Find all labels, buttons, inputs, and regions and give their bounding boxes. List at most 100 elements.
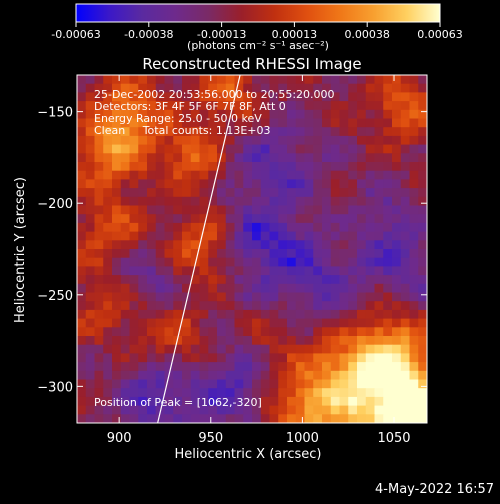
heatmap-cell <box>313 179 323 189</box>
heatmap-cell <box>112 344 122 354</box>
heatmap-cell <box>199 162 209 172</box>
heatmap-cell <box>77 379 87 389</box>
heatmap-cell <box>103 205 113 215</box>
heatmap-cell <box>374 196 384 206</box>
heatmap-cell <box>85 170 95 180</box>
heatmap-cell <box>164 379 174 389</box>
heatmap-cell <box>225 170 235 180</box>
heatmap-cell <box>208 405 218 415</box>
heatmap-cell <box>392 205 402 215</box>
heatmap-cell <box>120 370 130 380</box>
heatmap-cell <box>164 353 174 363</box>
heatmap-cell <box>269 127 279 137</box>
heatmap-cell <box>330 92 340 102</box>
heatmap-cell <box>225 135 235 145</box>
heatmap-cell <box>269 370 279 380</box>
heatmap-cell <box>392 101 402 111</box>
heatmap-cell <box>365 153 375 163</box>
heatmap-cell <box>103 83 113 93</box>
heatmap-cell <box>278 257 288 267</box>
heatmap-cell <box>94 353 104 363</box>
heatmap-cell <box>147 240 157 250</box>
heatmap-cell <box>138 135 148 145</box>
heatmap-cell <box>322 353 332 363</box>
heatmap-cell <box>365 162 375 172</box>
heatmap-cell <box>269 101 279 111</box>
heatmap-cell <box>85 292 95 302</box>
heatmap-cell <box>287 153 297 163</box>
heatmap-cell <box>348 170 358 180</box>
heatmap-cell <box>85 414 95 423</box>
heatmap-cell <box>400 240 410 250</box>
heatmap-cell <box>112 318 122 328</box>
heatmap-cell <box>217 405 227 415</box>
heatmap-cell <box>357 396 367 406</box>
heatmap-cell <box>322 405 332 415</box>
heatmap-cell <box>234 327 244 337</box>
heatmap-cell <box>357 92 367 102</box>
heatmap-cell <box>357 249 367 259</box>
heatmap-cell <box>164 240 174 250</box>
heatmap-cell <box>269 75 279 85</box>
heatmap-cell <box>182 188 192 198</box>
heatmap-cell <box>217 318 227 328</box>
heatmap-cell <box>147 135 157 145</box>
heatmap-cell <box>155 301 165 311</box>
heatmap-cell <box>120 266 130 276</box>
heatmap-cell <box>357 327 367 337</box>
heatmap-cell <box>260 196 270 206</box>
heatmap-cell <box>400 301 410 311</box>
heatmap-cell <box>252 344 262 354</box>
heatmap-cell <box>129 283 139 293</box>
heatmap-cell <box>278 362 288 372</box>
heatmap-cell <box>85 179 95 189</box>
heatmap-cell <box>330 83 340 93</box>
heatmap-cell <box>94 144 104 154</box>
heatmap-cell <box>304 240 314 250</box>
heatmap-cell <box>190 75 200 85</box>
heatmap-cell <box>409 318 419 328</box>
heatmap-cell <box>287 179 297 189</box>
heatmap-cell <box>383 205 393 215</box>
heatmap-cell <box>339 396 349 406</box>
heatmap-cell <box>182 257 192 267</box>
heatmap-cell <box>260 170 270 180</box>
heatmap-cell <box>182 318 192 328</box>
heatmap-cell <box>348 370 358 380</box>
heatmap-cell <box>155 353 165 363</box>
heatmap-cell <box>85 101 95 111</box>
heatmap-cell <box>374 388 384 398</box>
heatmap-cell <box>147 414 157 423</box>
heatmap-cell <box>409 327 419 337</box>
heatmap-cell <box>182 301 192 311</box>
heatmap-cell <box>147 388 157 398</box>
heatmap-cell <box>400 344 410 354</box>
heatmap-cell <box>199 301 209 311</box>
heatmap-cell <box>208 92 218 102</box>
heatmap-cell <box>138 109 148 119</box>
heatmap-cell <box>120 231 130 241</box>
heatmap-cell <box>164 396 174 406</box>
heatmap-cell <box>103 336 113 346</box>
heatmap-cell <box>418 75 427 85</box>
heatmap-cell <box>85 301 95 311</box>
heatmap-cell <box>295 162 305 172</box>
heatmap-cell <box>155 362 165 372</box>
heatmap-cell <box>278 370 288 380</box>
heatmap-cell <box>252 301 262 311</box>
heatmap-cell <box>155 257 165 267</box>
heatmap-cell <box>112 240 122 250</box>
heatmap-cell <box>392 144 402 154</box>
heatmap-cell <box>94 240 104 250</box>
heatmap-cell <box>120 353 130 363</box>
heatmap-cell <box>217 396 227 406</box>
heatmap-cell <box>409 301 419 311</box>
heatmap-cell <box>252 92 262 102</box>
heatmap-cell <box>252 362 262 372</box>
heatmap-cell <box>339 309 349 319</box>
heatmap-cell <box>147 153 157 163</box>
heatmap-cell <box>190 127 200 137</box>
heatmap-cell <box>164 101 174 111</box>
heatmap-cell <box>348 240 358 250</box>
heatmap-cell <box>322 144 332 154</box>
